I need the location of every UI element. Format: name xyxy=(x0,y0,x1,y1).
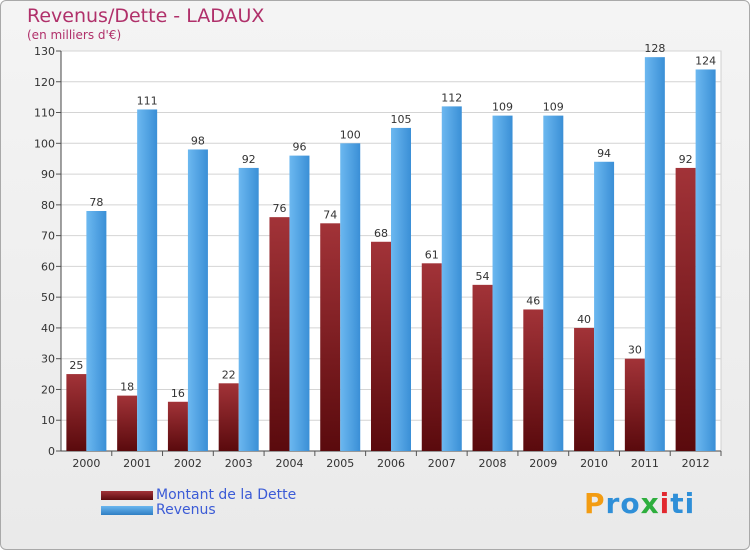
bar-revenus xyxy=(340,143,361,452)
y-tick-label: 110 xyxy=(34,107,55,120)
bar-dette xyxy=(421,263,442,451)
data-label-dette: 40 xyxy=(577,313,591,326)
x-tick-label: 2010 xyxy=(580,457,608,470)
bar-dette xyxy=(675,167,696,451)
bar-revenus xyxy=(441,106,462,451)
data-label-dette: 68 xyxy=(374,227,388,240)
data-label-dette: 61 xyxy=(425,248,439,261)
x-tick-label: 2012 xyxy=(682,457,710,470)
chart-title: Revenus/Dette - LADAUX xyxy=(27,5,265,27)
x-tick-label: 2003 xyxy=(225,457,253,470)
y-tick-label: 80 xyxy=(41,199,55,212)
data-label-revenus: 109 xyxy=(543,101,564,114)
bar-revenus xyxy=(492,115,513,451)
data-label-revenus: 105 xyxy=(391,113,412,126)
data-label-dette: 22 xyxy=(222,368,236,381)
y-tick-label: 100 xyxy=(34,137,55,150)
proxiti-logo: Proxiti xyxy=(584,487,695,520)
data-label-dette: 46 xyxy=(526,294,540,307)
bar-chart: 0 10 20 30 40 50 60 70 80 90 100 110 120 130 2000 25 78 2… xyxy=(34,42,722,470)
data-label-dette: 16 xyxy=(171,387,185,400)
bar-revenus xyxy=(695,69,716,451)
data-label-dette: 25 xyxy=(69,359,83,372)
data-label-dette: 92 xyxy=(679,153,693,166)
data-label-dette: 74 xyxy=(323,208,337,221)
x-tick-label: 2009 xyxy=(529,457,557,470)
bar-dette xyxy=(624,358,645,451)
data-label-dette: 54 xyxy=(476,270,490,283)
logo-letter: o xyxy=(620,487,641,520)
data-label-revenus: 111 xyxy=(137,94,158,107)
x-tick-label: 2006 xyxy=(377,457,405,470)
x-tick-label: 2001 xyxy=(123,457,151,470)
bar-dette xyxy=(574,327,595,451)
bar-dette xyxy=(66,374,87,451)
data-label-revenus: 96 xyxy=(292,141,306,154)
logo-letter: t xyxy=(670,487,685,520)
y-tick-label: 40 xyxy=(41,322,55,335)
bar-revenus xyxy=(137,109,158,451)
legend-swatch-revenus xyxy=(101,505,153,515)
bar-revenus xyxy=(187,149,208,451)
x-tick-label: 2005 xyxy=(326,457,354,470)
legend-label-revenus: Revenus xyxy=(156,502,216,518)
legend-label-dette: Montant de la Dette xyxy=(156,487,297,503)
data-label-revenus: 112 xyxy=(441,91,462,104)
bar-dette xyxy=(117,395,138,451)
logo-letter: i xyxy=(684,487,696,520)
logo-letter: i xyxy=(659,487,671,520)
y-tick-label: 50 xyxy=(41,291,55,304)
y-tick-label: 60 xyxy=(41,260,55,273)
y-tick-label: 10 xyxy=(41,414,55,427)
data-label-revenus: 100 xyxy=(340,128,361,141)
y-tick-label: 70 xyxy=(41,230,55,243)
legend-swatch-dette xyxy=(101,490,153,500)
data-label-revenus: 124 xyxy=(695,54,716,67)
bar-dette xyxy=(371,241,391,451)
y-tick-label: 0 xyxy=(48,445,55,458)
bar-revenus xyxy=(391,127,411,451)
bar-dette xyxy=(167,401,188,451)
y-tick-label: 120 xyxy=(34,76,55,89)
data-label-revenus: 78 xyxy=(89,196,103,209)
logo-letter: x xyxy=(640,487,660,520)
bar-revenus xyxy=(86,211,107,451)
y-tick-label: 30 xyxy=(41,353,55,366)
chart-subtitle: (en milliers d'€) xyxy=(27,28,122,42)
x-tick-label: 2002 xyxy=(174,457,202,470)
x-tick-label: 2008 xyxy=(479,457,507,470)
bar-dette xyxy=(472,284,493,451)
legend-item-revenus: Revenus xyxy=(101,502,216,518)
data-label-revenus: 94 xyxy=(597,147,611,160)
x-tick-label: 2004 xyxy=(275,457,303,470)
data-label-revenus: 109 xyxy=(492,101,513,114)
y-tick-label: 90 xyxy=(41,168,55,181)
bar-revenus xyxy=(238,167,259,451)
y-tick-label: 130 xyxy=(34,45,55,58)
bar-dette xyxy=(523,309,544,451)
logo-letter: r xyxy=(605,487,621,520)
logo-letter: P xyxy=(584,487,606,520)
data-label-dette: 30 xyxy=(628,344,642,357)
bar-dette xyxy=(320,223,341,451)
data-label-revenus: 98 xyxy=(191,134,205,147)
bar-dette xyxy=(218,383,239,451)
bar-revenus xyxy=(594,161,615,451)
x-tick-label: 2007 xyxy=(428,457,456,470)
x-tick-label: 2000 xyxy=(72,457,100,470)
bar-revenus xyxy=(644,57,665,452)
y-tick-label: 20 xyxy=(41,383,55,396)
bar-revenus xyxy=(543,115,564,451)
x-tick-label: 2011 xyxy=(631,457,659,470)
data-label-revenus: 128 xyxy=(644,42,665,55)
bar-dette xyxy=(269,217,290,451)
data-label-revenus: 92 xyxy=(242,153,256,166)
data-label-dette: 18 xyxy=(120,381,134,394)
data-label-dette: 76 xyxy=(272,202,286,215)
legend-item-dette: Montant de la Dette xyxy=(101,487,296,503)
bar-revenus xyxy=(289,155,310,451)
